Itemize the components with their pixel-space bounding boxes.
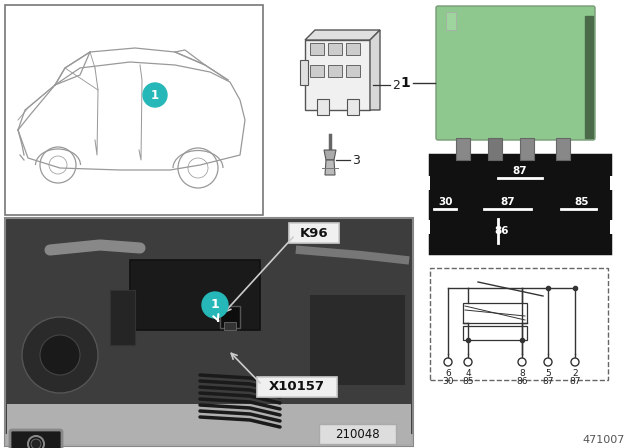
Bar <box>310 295 405 385</box>
Circle shape <box>202 292 228 318</box>
Bar <box>610 177 624 190</box>
Text: 30: 30 <box>439 197 453 207</box>
Polygon shape <box>324 150 336 160</box>
Circle shape <box>31 439 41 448</box>
Bar <box>488 138 502 160</box>
Bar <box>328 43 342 55</box>
Bar <box>310 65 324 77</box>
Bar <box>305 40 370 110</box>
Text: 86: 86 <box>516 377 528 386</box>
Circle shape <box>444 358 452 366</box>
Text: 5: 5 <box>545 369 551 378</box>
Text: 87: 87 <box>500 197 515 207</box>
Bar <box>328 65 342 77</box>
Bar <box>5 5 263 215</box>
Bar <box>130 260 260 330</box>
Bar <box>317 99 329 115</box>
Text: 86: 86 <box>495 226 509 237</box>
Text: X10157: X10157 <box>269 380 325 393</box>
Polygon shape <box>305 30 380 40</box>
Circle shape <box>22 317 98 393</box>
Circle shape <box>544 358 552 366</box>
Text: 210048: 210048 <box>335 427 380 440</box>
FancyBboxPatch shape <box>257 377 337 397</box>
Text: 85: 85 <box>462 377 474 386</box>
Bar <box>456 138 470 160</box>
Text: 8: 8 <box>519 369 525 378</box>
FancyBboxPatch shape <box>319 424 396 444</box>
Bar <box>463 303 527 323</box>
Polygon shape <box>370 30 380 110</box>
Bar <box>7 404 411 444</box>
Text: 87: 87 <box>513 166 527 176</box>
Bar <box>346 65 360 77</box>
Text: 3: 3 <box>352 154 360 167</box>
Bar <box>610 220 624 233</box>
Text: 85: 85 <box>574 197 588 207</box>
Circle shape <box>571 358 579 366</box>
Bar <box>346 43 360 55</box>
Polygon shape <box>585 16 593 138</box>
Text: 471007: 471007 <box>582 435 625 445</box>
Bar <box>220 306 240 328</box>
Bar <box>430 268 608 380</box>
Polygon shape <box>325 160 335 175</box>
Bar <box>416 220 430 233</box>
Bar <box>224 322 236 330</box>
FancyBboxPatch shape <box>436 6 595 140</box>
Bar <box>416 177 430 190</box>
Circle shape <box>28 436 44 448</box>
Circle shape <box>143 83 167 107</box>
Text: 6: 6 <box>445 369 451 378</box>
Text: 87: 87 <box>542 377 554 386</box>
FancyBboxPatch shape <box>10 430 62 448</box>
Bar <box>430 155 610 253</box>
Bar <box>5 218 413 446</box>
Text: 1: 1 <box>151 89 159 102</box>
Bar <box>556 138 570 160</box>
Bar <box>446 12 456 30</box>
FancyBboxPatch shape <box>289 223 339 243</box>
Text: 30: 30 <box>442 377 454 386</box>
Bar <box>520 138 534 160</box>
Text: K96: K96 <box>300 227 328 240</box>
Circle shape <box>518 358 526 366</box>
Bar <box>347 99 359 115</box>
Text: 2: 2 <box>572 369 578 378</box>
Bar <box>463 326 527 340</box>
Bar <box>310 43 324 55</box>
Bar <box>5 434 413 446</box>
Text: 4: 4 <box>465 369 471 378</box>
Text: 87: 87 <box>569 377 580 386</box>
Text: 1: 1 <box>211 298 220 311</box>
Text: 2: 2 <box>392 78 400 91</box>
Circle shape <box>40 335 80 375</box>
Bar <box>300 60 308 85</box>
Bar <box>110 290 135 345</box>
Circle shape <box>464 358 472 366</box>
Text: 1: 1 <box>400 76 410 90</box>
